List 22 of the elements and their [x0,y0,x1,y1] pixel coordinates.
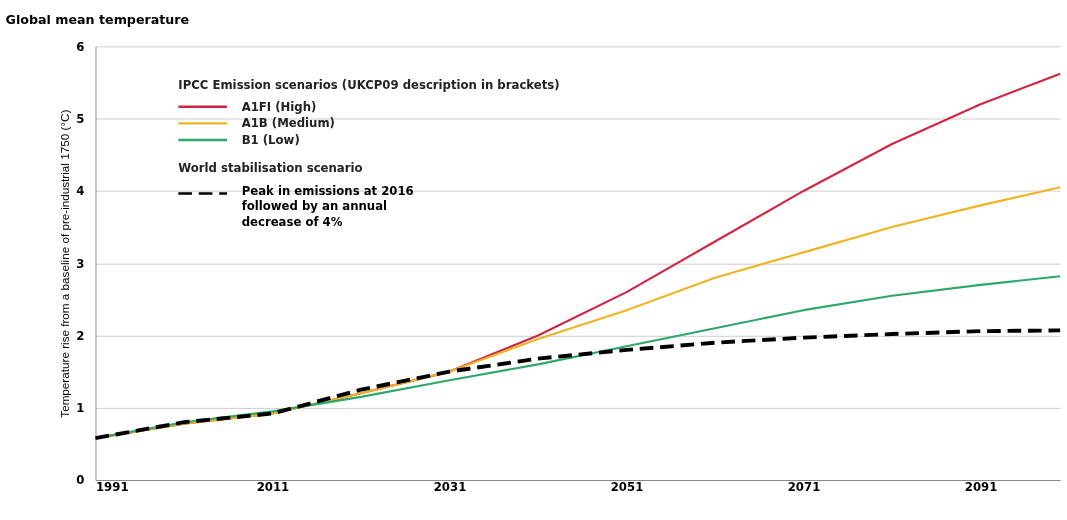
legend-title: IPCC Emission scenarios (UKCP09 description in brackets) [178,78,560,93]
legend-label: A1B (Medium) [241,116,335,131]
y-tick-label: 3 [76,256,85,271]
y-tick-label: 5 [76,112,85,127]
legend-label: B1 (Low) [241,132,300,147]
y-tick-label: 2 [76,328,85,343]
chart-title: Global mean temperature [5,11,190,27]
x-tick-label: 2051 [610,480,644,495]
x-tick-label: 2091 [964,480,998,495]
y-tick-label: 6 [76,39,85,54]
x-tick-label: 2071 [787,480,821,495]
y-axis-title: Temperature rise from a baseline of pre-industrial 1750 (°C) [58,109,72,418]
y-tick-label: 0 [76,473,85,488]
x-tick-label: 2031 [433,480,467,495]
x-tick-label: 1991 [95,480,129,495]
legend-label: Peak in emissions at 2016 followed by an annual decrease of 4% [241,183,414,229]
y-tick-label: 1 [76,401,85,416]
annotation: World stabilisation scenario [178,161,363,176]
y-tick-label: 4 [76,184,85,199]
legend-label: A1FI (High) [241,99,317,114]
x-tick-label: 2011 [256,480,290,495]
line-series [93,328,1063,441]
